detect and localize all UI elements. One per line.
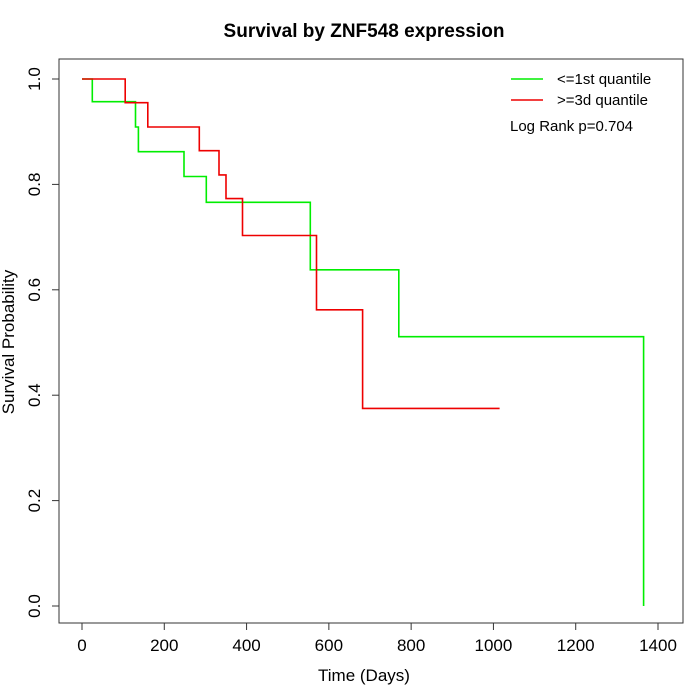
y-tick-label: 0.8 — [25, 173, 44, 197]
plot-frame — [58, 58, 684, 624]
x-axis: 0 200 400 600 800 1000 1200 1400 — [77, 622, 677, 655]
x-tick-label: 1400 — [639, 636, 677, 655]
x-tick-label: 400 — [232, 636, 260, 655]
x-tick-label: 600 — [315, 636, 343, 655]
chart-title: Survival by ZNF548 expression — [224, 21, 505, 42]
y-axis-title: Survival Probability — [0, 269, 18, 414]
x-tick-label: 200 — [150, 636, 178, 655]
y-tick-label: 1.0 — [25, 67, 44, 91]
y-tick-label: 0.2 — [25, 489, 44, 513]
y-axis: 0.0 0.2 0.4 0.6 0.8 1.0 — [25, 67, 60, 618]
log-rank-annotation: Log Rank p=0.704 — [510, 118, 633, 135]
x-axis-title: Time (Days) — [318, 666, 410, 685]
legend-label-0: <=1st quantile — [557, 71, 651, 88]
y-tick-label: 0.4 — [25, 383, 44, 407]
legend: <=1st quantile >=3d quantile — [511, 71, 651, 109]
x-tick-label: 1000 — [475, 636, 513, 655]
x-tick-label: 800 — [397, 636, 425, 655]
legend-label-1: >=3d quantile — [557, 92, 648, 109]
series-layer — [82, 78, 645, 606]
y-tick-label: 0.0 — [25, 594, 44, 618]
x-tick-label: 1200 — [557, 636, 595, 655]
series-line-1 — [82, 78, 500, 410]
x-tick-label: 0 — [77, 636, 86, 655]
y-tick-label: 0.6 — [25, 278, 44, 302]
series-line-0 — [82, 78, 645, 606]
